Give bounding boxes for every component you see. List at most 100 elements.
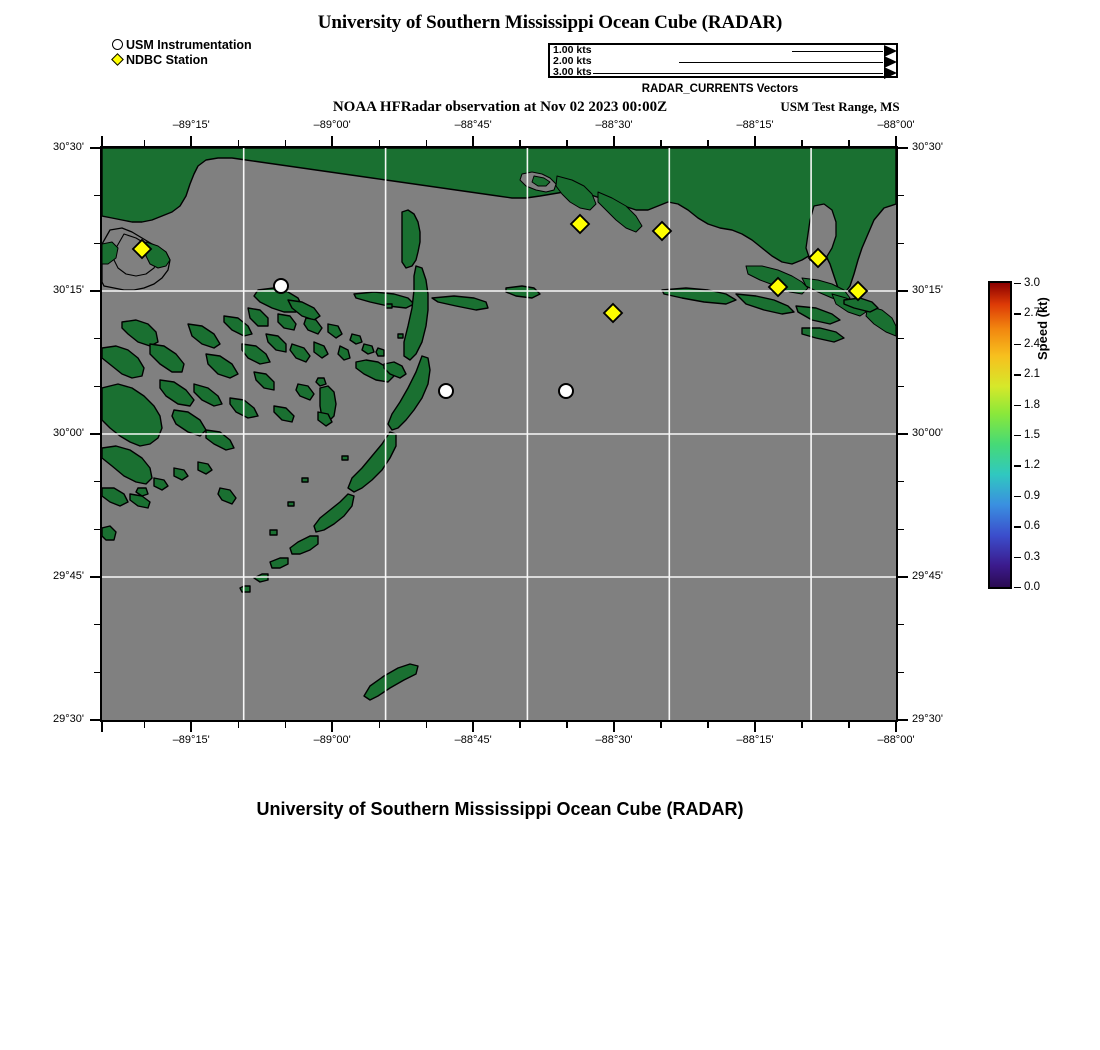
- axis-tick: [613, 136, 615, 146]
- axis-label: 30°00': [53, 427, 84, 439]
- colorbar-tick: [1014, 556, 1021, 558]
- axis-tick: [94, 242, 100, 244]
- colorbar-tick-label: 1.2: [1024, 459, 1040, 472]
- vector-scale-row-2: 2.00 kts: [550, 55, 897, 68]
- colorbar-tick: [1014, 465, 1021, 467]
- ndbc-station-marker[interactable]: [602, 302, 624, 324]
- colorbar-tick-label: 2.7: [1024, 307, 1040, 320]
- colorbar-tick: [1014, 313, 1021, 315]
- axis-tick: [472, 136, 474, 146]
- axis-tick: [895, 136, 897, 146]
- axis-tick: [898, 528, 904, 530]
- page-title: University of Southern Mississippi Ocean…: [317, 12, 783, 33]
- axis-tick: [94, 624, 100, 626]
- axis-tick: [898, 290, 908, 292]
- legend-item-usm-instrumentation: USM Instrumentation: [110, 38, 252, 52]
- axis-tick: [472, 722, 474, 732]
- colorbar-tick-label: 0.3: [1024, 550, 1040, 563]
- axis-label: 30°30': [912, 141, 943, 153]
- axis-tick: [898, 576, 908, 578]
- axis-label: –89°15': [172, 734, 210, 746]
- land-polygons: [102, 148, 896, 701]
- region-title: USM Test Range, MS: [780, 99, 900, 114]
- colorbar-tick: [1014, 404, 1021, 406]
- axis-tick: [94, 195, 100, 197]
- vector-scale-label-2: 2.00 kts: [553, 55, 592, 67]
- axis-tick: [898, 624, 904, 626]
- usm-instrumentation-marker[interactable]: [438, 383, 454, 399]
- ndbc-station-marker[interactable]: [767, 276, 789, 298]
- axis-tick: [848, 140, 850, 146]
- axis-tick: [90, 719, 100, 721]
- axis-label: 29°30': [53, 713, 84, 725]
- vector-scale-row-1: 1.00 kts: [550, 45, 897, 57]
- footer-title: University of Southern Mississippi Ocean…: [256, 799, 744, 819]
- axis-tick: [425, 722, 427, 728]
- colorbar-tick-label: 2.4: [1024, 337, 1040, 350]
- map-canvas[interactable]: [100, 146, 898, 722]
- diamond-marker-icon: [110, 52, 126, 67]
- legend-item-ndbc-station: NDBC Station: [110, 52, 252, 67]
- axis-label: 30°00': [912, 427, 943, 439]
- axis-tick: [143, 722, 145, 728]
- axis-tick: [898, 671, 904, 673]
- ndbc-station-marker[interactable]: [569, 213, 591, 235]
- observation-title: NOAA HFRadar observation at Nov 02 2023 …: [332, 99, 668, 115]
- usm-instrumentation-marker[interactable]: [558, 383, 574, 399]
- ndbc-station-marker[interactable]: [131, 238, 153, 260]
- axis-tick: [94, 528, 100, 530]
- axis-tick: [94, 671, 100, 673]
- map-geometry: [102, 148, 896, 720]
- colorbar-title: Speed (kt): [1035, 297, 1050, 360]
- axis-tick: [284, 140, 286, 146]
- axis-label: 29°45': [912, 570, 943, 582]
- axis-tick: [284, 722, 286, 728]
- axis-label: 30°15': [912, 284, 943, 296]
- axis-tick: [190, 136, 193, 146]
- vector-scale-row-3: 3.00 kts: [550, 67, 897, 79]
- axis-tick: [331, 136, 333, 146]
- axis-label: –88°45': [454, 119, 492, 131]
- axis-tick: [801, 140, 803, 146]
- axis-tick: [90, 433, 100, 435]
- marker-legend: USM Instrumentation NDBC Station: [110, 38, 252, 68]
- vector-arrow-1: [792, 51, 883, 52]
- axis-tick: [801, 722, 803, 728]
- usm-instrumentation-marker[interactable]: [273, 278, 289, 294]
- axis-tick: [331, 722, 333, 732]
- colorbar-tick-label: 0.6: [1024, 520, 1040, 533]
- axis-tick: [566, 140, 568, 146]
- circle-marker-icon: [110, 38, 126, 52]
- axis-tick: [566, 722, 568, 728]
- legend-label-usm: USM Instrumentation: [126, 38, 252, 52]
- axis-tick: [898, 481, 904, 483]
- axis-tick: [898, 195, 904, 197]
- map-gridlines: [102, 148, 896, 720]
- axis-tick: [519, 722, 521, 728]
- axis-label: 29°30': [912, 713, 943, 725]
- axis-tick: [707, 140, 709, 146]
- axis-tick: [94, 338, 100, 340]
- axis-label: 30°15': [53, 284, 84, 296]
- axis-tick: [190, 722, 193, 732]
- colorbar[interactable]: 3.0 2.7 2.4 2.1 1.8 1.5 1.2 0.9 0.6 0.3 0.0: [988, 277, 1040, 593]
- ndbc-station-marker[interactable]: [847, 280, 869, 302]
- ndbc-station-marker[interactable]: [807, 247, 829, 269]
- vector-arrow-2: [679, 62, 883, 63]
- axis-tick: [237, 722, 239, 728]
- axis-label: –88°15': [736, 119, 774, 131]
- ndbc-station-marker[interactable]: [651, 220, 673, 242]
- axis-label: 29°45': [53, 570, 84, 582]
- axis-tick: [519, 140, 521, 146]
- axis-label: –88°30': [595, 119, 633, 131]
- axis-label: –89°00': [313, 119, 351, 131]
- colorbar-tick-label: 1.5: [1024, 429, 1040, 441]
- colorbar-tick-label: 1.8: [1024, 398, 1040, 411]
- axis-tick: [378, 722, 380, 728]
- colorbar-gradient: [988, 281, 1012, 589]
- vector-arrowhead-1: [884, 45, 897, 57]
- axis-tick: [90, 147, 100, 149]
- colorbar-tick-label: 0.9: [1024, 489, 1040, 502]
- axis-tick: [898, 147, 908, 149]
- vector-arrowhead-3: [884, 67, 897, 79]
